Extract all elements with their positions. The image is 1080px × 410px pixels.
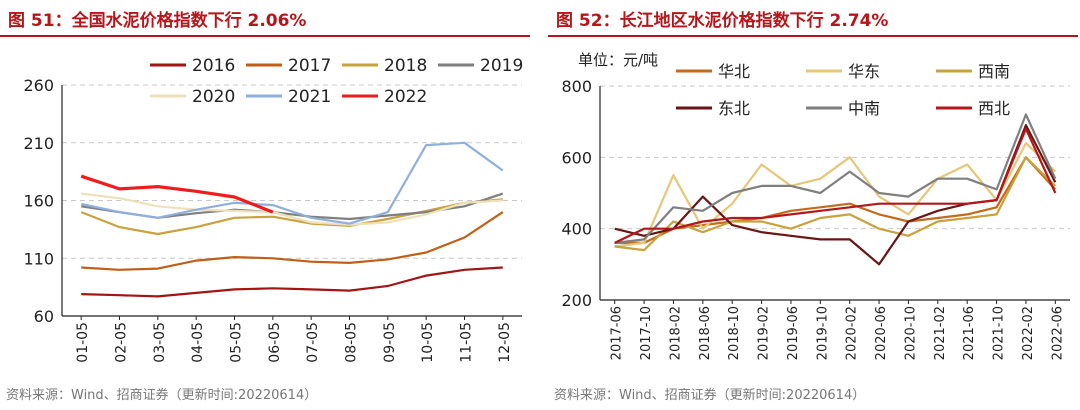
x-tick-label: 07-05	[305, 322, 321, 363]
series-line-2021	[80, 141, 504, 225]
y-tick-label: 400	[561, 220, 592, 239]
x-tick-label: 2020-02	[845, 306, 860, 360]
x-tick-label: 2018-06	[698, 306, 713, 360]
series-line-华东	[614, 141, 1057, 248]
y-tick-label: 160	[23, 192, 54, 211]
title-divider	[548, 35, 1078, 37]
series-line-东北	[614, 124, 1057, 266]
legend-label: 2021	[288, 87, 331, 107]
x-tick-label: 2019-06	[786, 306, 801, 360]
series-line-2017	[81, 211, 504, 271]
line-chart-yangtze: 200 400 600 800 2017-06 2017-10 2018-02 2018-06…	[561, 51, 1070, 360]
legend-label: 2017	[288, 56, 331, 76]
x-tick-label: 2017-06	[610, 306, 625, 360]
legend-label: 东北	[718, 99, 750, 118]
x-tick-label: 02-05	[114, 322, 130, 363]
source-note: 资料来源：Wind、招商证券（更新时间:20220614）	[554, 388, 866, 403]
line-chart-national: 60 110 160 210 260 01-05 02-05 03-05 04-05 05-05 0…	[23, 56, 523, 363]
x-tick-label: 2019-02	[757, 306, 772, 360]
x-tick-label: 2019-10	[815, 306, 830, 360]
x-tick-label: 2018-02	[668, 306, 683, 360]
x-tick-label: 09-05	[382, 322, 398, 363]
series-line-2020	[81, 192, 503, 226]
legend-label: 2018	[384, 56, 427, 76]
x-tick-label: 10-05	[420, 322, 436, 363]
series-line-2018	[80, 198, 503, 236]
legend-label: 西南	[978, 62, 1010, 81]
y-tick-label: 110	[23, 249, 54, 268]
x-tick-label: 2021-06	[962, 306, 977, 360]
x-tick-label: 2018-10	[727, 306, 742, 360]
x-tick-label: 2022-06	[1050, 306, 1065, 360]
legend-label: 2020	[192, 87, 235, 107]
x-tick-label: 2022-02	[1021, 306, 1036, 360]
x-tick-label: 2017-10	[639, 306, 654, 360]
legend-label: 华东	[848, 62, 880, 81]
y-tick-label: 800	[561, 77, 592, 96]
x-tick-label: 05-05	[229, 322, 245, 363]
series-line-中南	[614, 113, 1057, 244]
unit-label: 单位：元/吨	[578, 51, 658, 69]
x-tick-label: 03-05	[152, 322, 168, 363]
legend-label: 西北	[978, 99, 1010, 118]
series-line-2022	[80, 174, 274, 214]
source-note: 资料来源：Wind、招商证券（更新时间:20220614）	[6, 388, 318, 403]
legend-label: 2019	[480, 56, 523, 76]
series-line-西南	[614, 156, 1057, 252]
x-tick-label: 01-05	[75, 322, 91, 363]
chart-title: 图 52：长江地区水泥价格指数下行 2.74%	[556, 11, 889, 31]
y-tick-label: 200	[561, 291, 592, 310]
x-tick-label: 11-05	[459, 322, 475, 363]
series-line-西北	[614, 127, 1057, 244]
y-tick-label: 260	[23, 76, 54, 95]
x-tick-label: 06-05	[267, 322, 283, 363]
x-tick-label: 2020-06	[874, 306, 889, 360]
x-tick-label: 08-05	[344, 322, 360, 363]
right-chart-panel: 图 52：长江地区水泥价格指数下行 2.74% 200 400 600 800 2017…	[548, 0, 1078, 410]
y-tick-label: 210	[23, 134, 54, 153]
series-line-2016	[81, 266, 503, 298]
y-tick-label: 60	[34, 307, 54, 326]
x-tick-label: 2021-02	[933, 306, 948, 360]
x-tick-label: 04-05	[190, 322, 206, 363]
legend-label: 2022	[384, 87, 427, 107]
title-divider	[0, 35, 530, 37]
chart-title: 图 51：全国水泥价格指数下行 2.06%	[8, 11, 307, 31]
left-chart-panel: 图 51：全国水泥价格指数下行 2.06% 60 110 160 210 260 01-0…	[0, 0, 530, 410]
y-tick-label: 600	[561, 148, 592, 167]
legend-label: 2016	[192, 56, 235, 76]
legend-label: 华北	[718, 62, 750, 81]
legend-label: 中南	[848, 99, 880, 118]
x-tick-label: 2021-10	[992, 306, 1007, 360]
x-tick-label: 12-05	[497, 322, 513, 363]
x-tick-label: 2020-10	[903, 306, 918, 360]
